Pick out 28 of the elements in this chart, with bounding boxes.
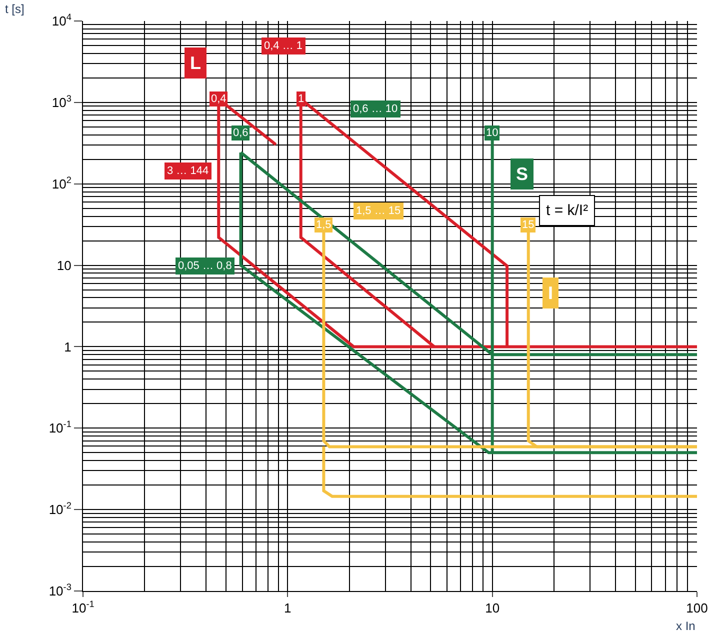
annotation: 0,6 bbox=[233, 127, 248, 139]
y-tick-label: 10$^{-3}$ bbox=[48, 582, 72, 599]
x-axis-title: x In bbox=[676, 619, 696, 633]
y-tick-label: 1 bbox=[64, 339, 72, 354]
annotation: 0,4 bbox=[211, 93, 226, 105]
annotation: 1,5 bbox=[316, 219, 332, 231]
x-tick-label: 1 bbox=[284, 600, 292, 616]
y-tick-label: 10$^{3}$ bbox=[52, 94, 72, 110]
annotation: 10 bbox=[486, 127, 498, 139]
y-axis-title: t [s] bbox=[5, 2, 24, 16]
x-tick-label: 100 bbox=[686, 600, 708, 616]
y-tick-label: 10$^{-1}$ bbox=[48, 419, 72, 436]
annotation: 0,05 … 0,8 bbox=[178, 260, 232, 272]
annotation: t = k/I² bbox=[546, 202, 588, 219]
y-tick-label: 10 bbox=[56, 258, 72, 273]
x-tick-label: 10$^{-1}$ bbox=[72, 599, 94, 616]
annotation: 0,4 … 1 bbox=[264, 40, 303, 52]
annotation: 15 bbox=[522, 219, 534, 231]
annotation: 3 … 144 bbox=[167, 165, 209, 177]
y-tick-label: 10$^{4}$ bbox=[52, 12, 72, 29]
annotation: S bbox=[516, 164, 528, 184]
annotation: I bbox=[548, 283, 554, 303]
annotation: L bbox=[190, 53, 201, 73]
x-tick-label: 10 bbox=[485, 600, 500, 616]
y-tick-label: 10$^{-2}$ bbox=[48, 500, 72, 518]
annotation: 0,6 … 10 bbox=[353, 103, 398, 115]
y-tick-label: 10$^{2}$ bbox=[52, 174, 72, 192]
annotation: 1,5 … 15 bbox=[356, 205, 401, 217]
